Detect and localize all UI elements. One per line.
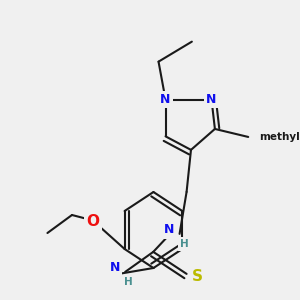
Text: N: N bbox=[206, 93, 217, 106]
Text: H: H bbox=[124, 277, 133, 287]
Text: N: N bbox=[164, 224, 174, 236]
Text: N: N bbox=[110, 261, 120, 274]
Text: N: N bbox=[160, 93, 171, 106]
Text: O: O bbox=[86, 214, 100, 230]
Text: methyl: methyl bbox=[259, 132, 299, 142]
Text: S: S bbox=[192, 269, 203, 284]
Text: H: H bbox=[180, 239, 188, 249]
